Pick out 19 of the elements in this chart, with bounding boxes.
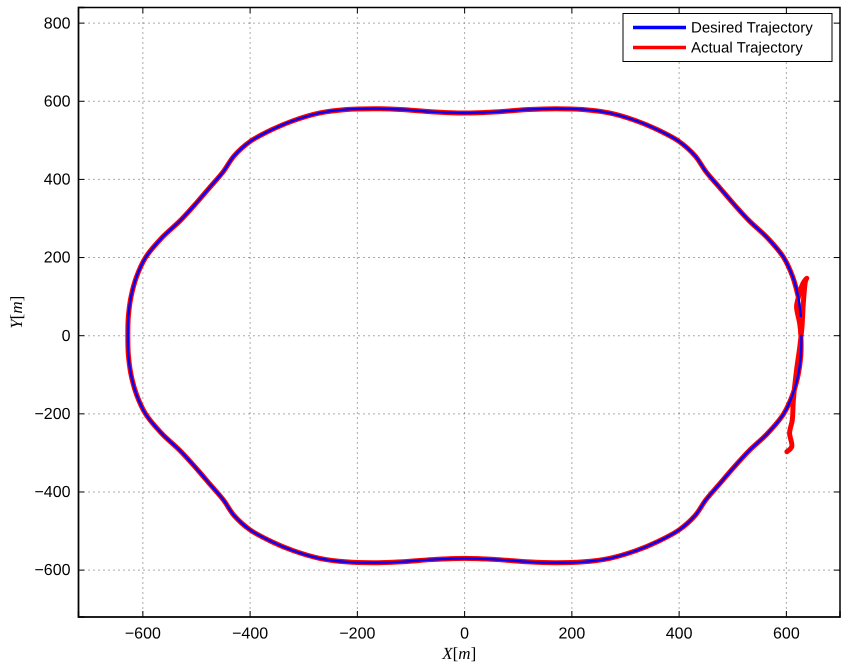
x-tick-label: 400 [666,625,693,642]
legend-label: Actual Trajectory [691,40,804,56]
y-tick-label: 600 [44,93,71,110]
x-tick-label: −200 [339,625,376,642]
x-tick-label: −600 [124,625,161,642]
x-tick-label: 0 [460,625,470,642]
y-axis-title: Y[m] [7,296,26,329]
y-tick-label: 400 [44,172,71,189]
x-tick-label: −400 [232,625,268,642]
y-tick-label: 200 [44,250,71,267]
y-tick-label: −200 [34,406,71,423]
x-tick-label: 200 [558,625,586,642]
x-tick-label: 600 [773,625,800,642]
y-tick-label: 0 [62,328,71,345]
legend-label: Desired Trajectory [691,20,814,36]
y-tick-label: −400 [34,484,71,502]
y-tick-label: −600 [34,562,71,580]
x-axis-title: X[m] [441,644,476,663]
y-tick-label: 800 [44,15,71,32]
